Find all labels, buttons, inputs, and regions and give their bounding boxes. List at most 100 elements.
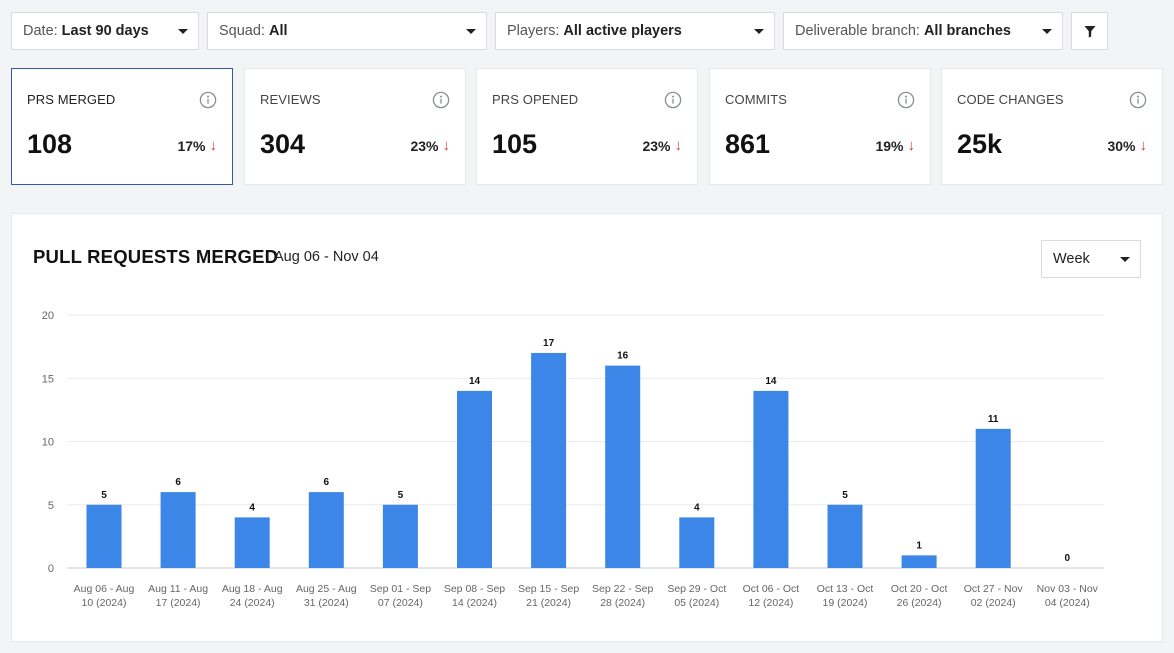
card-change-value: 23% xyxy=(642,137,671,154)
filter-button[interactable] xyxy=(1071,12,1108,50)
card-reviews[interactable]: REVIEWS 304 23% ↓ xyxy=(244,68,466,185)
card-code-changes[interactable]: CODE CHANGES 25k 30% ↓ xyxy=(941,68,1163,185)
card-value: 108 xyxy=(27,129,73,159)
caret-down-icon xyxy=(1120,257,1130,262)
x-tick-label: 21 (2024) xyxy=(526,597,571,609)
bar xyxy=(901,555,937,568)
x-tick-label: Sep 08 - Sep xyxy=(444,583,505,595)
card-value: 861 xyxy=(725,129,771,159)
card-title: COMMITS xyxy=(725,92,788,107)
bar xyxy=(457,390,492,568)
x-tick-label: Aug 06 - Aug xyxy=(74,583,135,595)
caret-down-icon xyxy=(466,29,476,34)
chart-panel: PULL REQUESTS MERGED Aug 06 - Nov 04 Wee… xyxy=(11,213,1163,642)
data-label: 4 xyxy=(694,502,700,513)
info-icon[interactable] xyxy=(897,91,915,109)
x-tick-label: Oct 27 - Nov xyxy=(964,583,1024,595)
data-label: 1 xyxy=(916,540,922,551)
card-change-value: 17% xyxy=(177,137,206,154)
info-icon[interactable] xyxy=(664,91,682,109)
x-tick-label: 31 (2024) xyxy=(304,597,349,609)
data-label: 4 xyxy=(249,502,255,513)
bar xyxy=(531,352,567,568)
arrow-down-icon: ↓ xyxy=(1139,137,1148,154)
players-filter-label: Players: xyxy=(507,23,560,39)
x-tick-label: 10 (2024) xyxy=(82,597,127,609)
data-label: 14 xyxy=(469,376,481,387)
card-commits[interactable]: COMMITS 861 19% ↓ xyxy=(709,68,931,185)
granularity-select[interactable]: Week xyxy=(1041,240,1141,278)
bar xyxy=(679,517,715,568)
branch-filter-label: Deliverable branch: xyxy=(795,23,920,39)
arrow-down-icon: ↓ xyxy=(442,137,451,154)
x-tick-label: 26 (2024) xyxy=(897,597,942,609)
date-filter[interactable]: Date: Last 90 days xyxy=(11,12,199,50)
x-tick-label: 24 (2024) xyxy=(230,597,275,609)
card-title: PRS OPENED xyxy=(492,92,579,107)
bar xyxy=(160,492,196,568)
arrow-down-icon: ↓ xyxy=(674,137,683,154)
card-change: 30% ↓ xyxy=(1107,137,1147,154)
card-value: 304 xyxy=(260,129,306,159)
bar xyxy=(975,428,1011,568)
x-tick-label: Oct 13 - Oct xyxy=(817,583,874,595)
data-label: 16 xyxy=(617,351,629,362)
card-title: PRS MERGED xyxy=(27,92,116,107)
card-change-value: 19% xyxy=(875,137,904,154)
bar xyxy=(86,504,122,568)
bar xyxy=(605,365,641,568)
card-title: CODE CHANGES xyxy=(957,92,1064,107)
x-tick-label: Sep 01 - Sep xyxy=(370,583,431,595)
x-tick-label: 07 (2024) xyxy=(378,597,423,609)
card-prs-opened[interactable]: PRS OPENED 105 23% ↓ xyxy=(476,68,698,185)
caret-down-icon xyxy=(178,29,188,34)
data-label: 17 xyxy=(543,338,555,349)
bar xyxy=(753,390,789,568)
date-filter-label: Date: xyxy=(23,23,58,39)
data-label: 6 xyxy=(175,477,181,488)
info-icon[interactable] xyxy=(432,91,450,109)
x-tick-label: Aug 25 - Aug xyxy=(296,583,357,595)
squad-filter-label: Squad: xyxy=(219,23,265,39)
x-tick-label: 04 (2024) xyxy=(1045,597,1090,609)
chart-date-range: Aug 06 - Nov 04 xyxy=(274,249,379,265)
data-label: 11 xyxy=(988,414,999,425)
x-tick-label: 05 (2024) xyxy=(674,597,719,609)
x-tick-label: 02 (2024) xyxy=(971,597,1016,609)
x-tick-label: 14 (2024) xyxy=(452,597,497,609)
caret-down-icon xyxy=(1042,29,1052,34)
info-icon[interactable] xyxy=(1129,91,1147,109)
x-tick-label: Nov 03 - Nov xyxy=(1037,583,1099,595)
granularity-value: Week xyxy=(1053,251,1090,267)
x-tick-label: Sep 29 - Oct xyxy=(667,583,726,595)
arrow-down-icon: ↓ xyxy=(907,137,916,154)
x-tick-label: 19 (2024) xyxy=(823,597,868,609)
data-label: 5 xyxy=(398,490,404,501)
data-label: 5 xyxy=(842,490,848,501)
bar xyxy=(308,492,344,568)
bar xyxy=(827,504,863,568)
y-tick-label: 20 xyxy=(42,310,54,322)
card-change: 17% ↓ xyxy=(177,137,217,154)
date-filter-value: Last 90 days xyxy=(61,23,149,39)
card-title: REVIEWS xyxy=(260,92,321,107)
card-change: 19% ↓ xyxy=(875,137,915,154)
x-tick-label: Sep 22 - Sep xyxy=(592,583,653,595)
chart-title: PULL REQUESTS MERGED xyxy=(33,246,279,267)
players-filter[interactable]: Players: All active players xyxy=(495,12,775,50)
card-prs-merged[interactable]: PRS MERGED 108 17% ↓ xyxy=(11,68,233,185)
squad-filter[interactable]: Squad: All xyxy=(207,12,487,50)
data-label: 14 xyxy=(765,376,777,387)
branch-filter[interactable]: Deliverable branch: All branches xyxy=(783,12,1063,50)
x-tick-label: Aug 18 - Aug xyxy=(222,583,283,595)
x-tick-label: 17 (2024) xyxy=(156,597,201,609)
y-tick-label: 0 xyxy=(48,563,54,575)
y-tick-label: 5 xyxy=(48,500,54,512)
data-label: 0 xyxy=(1065,553,1071,564)
card-change: 23% ↓ xyxy=(410,137,450,154)
players-filter-value: All active players xyxy=(563,23,682,39)
info-icon[interactable] xyxy=(199,91,217,109)
filter-icon xyxy=(1084,25,1095,37)
card-change: 23% ↓ xyxy=(642,137,682,154)
